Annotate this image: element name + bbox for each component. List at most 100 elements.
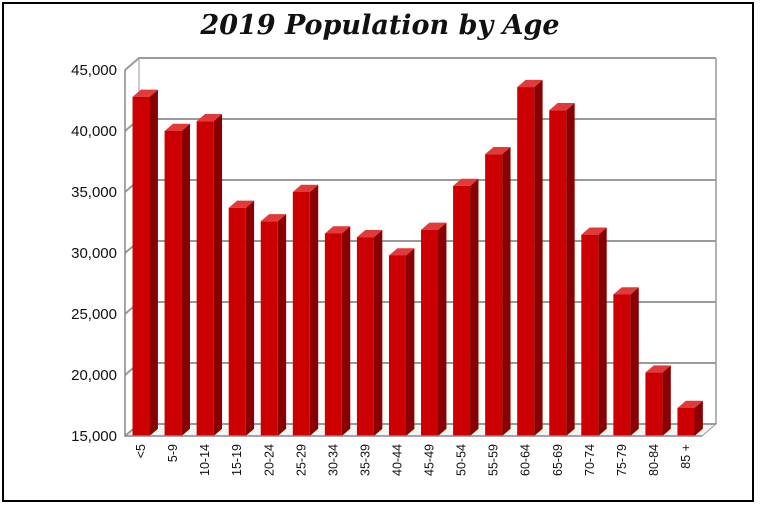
bar-top: [645, 365, 671, 373]
bar-front: [677, 407, 695, 436]
bar-front: [517, 87, 535, 436]
bar: [196, 114, 223, 437]
x-tick-label: 15-19: [230, 444, 244, 476]
bar-side: [341, 226, 351, 436]
bar-side: [694, 400, 703, 436]
bar-front: [581, 234, 599, 436]
bar-top: [421, 222, 447, 230]
bar-top: [677, 400, 703, 408]
bar-top: [613, 287, 639, 295]
bar-side: [405, 248, 415, 436]
bar-front: [549, 110, 567, 436]
bar-side: [566, 103, 575, 436]
x-tick-label: 35-39: [358, 444, 372, 476]
bar-side: [373, 229, 383, 436]
gridline: [124, 57, 716, 71]
bar-side: [534, 79, 543, 436]
bar-side: [630, 287, 639, 436]
bar: [549, 103, 575, 436]
bar: [292, 184, 319, 436]
bar-side: [309, 184, 319, 436]
y-tick-label: 25,000: [71, 306, 117, 323]
x-tick-label: 55-59: [487, 444, 501, 476]
bar: [164, 123, 190, 437]
chart-title: 2019 Population by Age: [200, 10, 560, 41]
bar: [421, 222, 447, 436]
bar: [645, 365, 671, 436]
bar-front: [421, 229, 439, 436]
bar: [356, 229, 383, 436]
y-tick-label: 40,000: [71, 123, 117, 140]
bar-side: [470, 178, 479, 436]
bar-front: [613, 294, 631, 436]
bar-top: [228, 200, 255, 208]
y-tick-label: 35,000: [71, 184, 117, 201]
bar-top: [164, 123, 190, 131]
x-tick-label: 25-29: [294, 444, 308, 476]
bar-side: [277, 214, 287, 436]
bar-side: [213, 114, 223, 436]
bar-top: [292, 184, 319, 192]
bar-side: [438, 222, 447, 436]
bar-front: [453, 185, 471, 436]
bar-side: [181, 123, 190, 437]
bar: [613, 287, 639, 436]
x-tick-label: 10-14: [198, 444, 212, 476]
x-tick-label: 80-84: [647, 444, 661, 476]
bar-top: [581, 227, 607, 235]
x-tick-label: 5-9: [166, 444, 180, 462]
x-tick-label: 85 +: [679, 444, 693, 469]
bar-front: [356, 237, 374, 436]
bar: [388, 248, 415, 436]
bar-top: [388, 248, 415, 256]
bar-front: [196, 121, 214, 437]
x-tick-label: 70-74: [583, 444, 597, 476]
bar-top: [517, 79, 543, 88]
bar-front: [645, 372, 663, 436]
bar-side: [245, 200, 255, 436]
y-tick-label: 30,000: [71, 245, 117, 262]
bar-front: [485, 154, 503, 436]
bar: [581, 227, 607, 436]
bar-side: [502, 146, 511, 437]
bar: [677, 400, 703, 436]
x-tick-label: 50-54: [455, 444, 469, 476]
bar: [132, 89, 158, 436]
bar: [324, 226, 351, 436]
y-tick-label: 15,000: [71, 428, 117, 445]
bar-top: [324, 226, 351, 234]
bar-top: [132, 89, 158, 97]
x-tick-label: 60-64: [519, 444, 533, 476]
y-tick-label: 20,000: [71, 367, 117, 384]
bar: [260, 214, 287, 436]
bar-front: [388, 255, 406, 436]
bar-side: [149, 89, 158, 436]
bar-top: [485, 146, 511, 155]
bar-side: [662, 365, 671, 436]
y-tick-label: 45,000: [71, 62, 117, 79]
bar-front: [260, 221, 278, 436]
bar: [517, 79, 543, 436]
bar-top: [260, 214, 287, 222]
x-tick-label: 20-24: [262, 444, 276, 476]
x-tick-label: 40-44: [390, 444, 404, 476]
bar-side: [598, 227, 607, 436]
bar: [453, 178, 479, 436]
bar-top: [549, 103, 575, 111]
bar-front: [132, 96, 150, 436]
bar: [228, 200, 255, 436]
bar-front: [324, 233, 342, 436]
bar-front: [228, 207, 246, 436]
bar-top: [453, 178, 479, 186]
x-tick-label: 65-69: [551, 444, 565, 476]
bar: [485, 146, 511, 437]
x-tick-label: 45-49: [423, 444, 437, 476]
bar-front: [292, 192, 310, 436]
bar-top: [356, 229, 383, 238]
bar-top: [196, 114, 223, 122]
x-tick-label: <5: [134, 444, 148, 458]
x-tick-label: 75-79: [615, 444, 629, 476]
x-tick-label: 30-34: [326, 444, 340, 476]
bar-front: [164, 131, 182, 436]
